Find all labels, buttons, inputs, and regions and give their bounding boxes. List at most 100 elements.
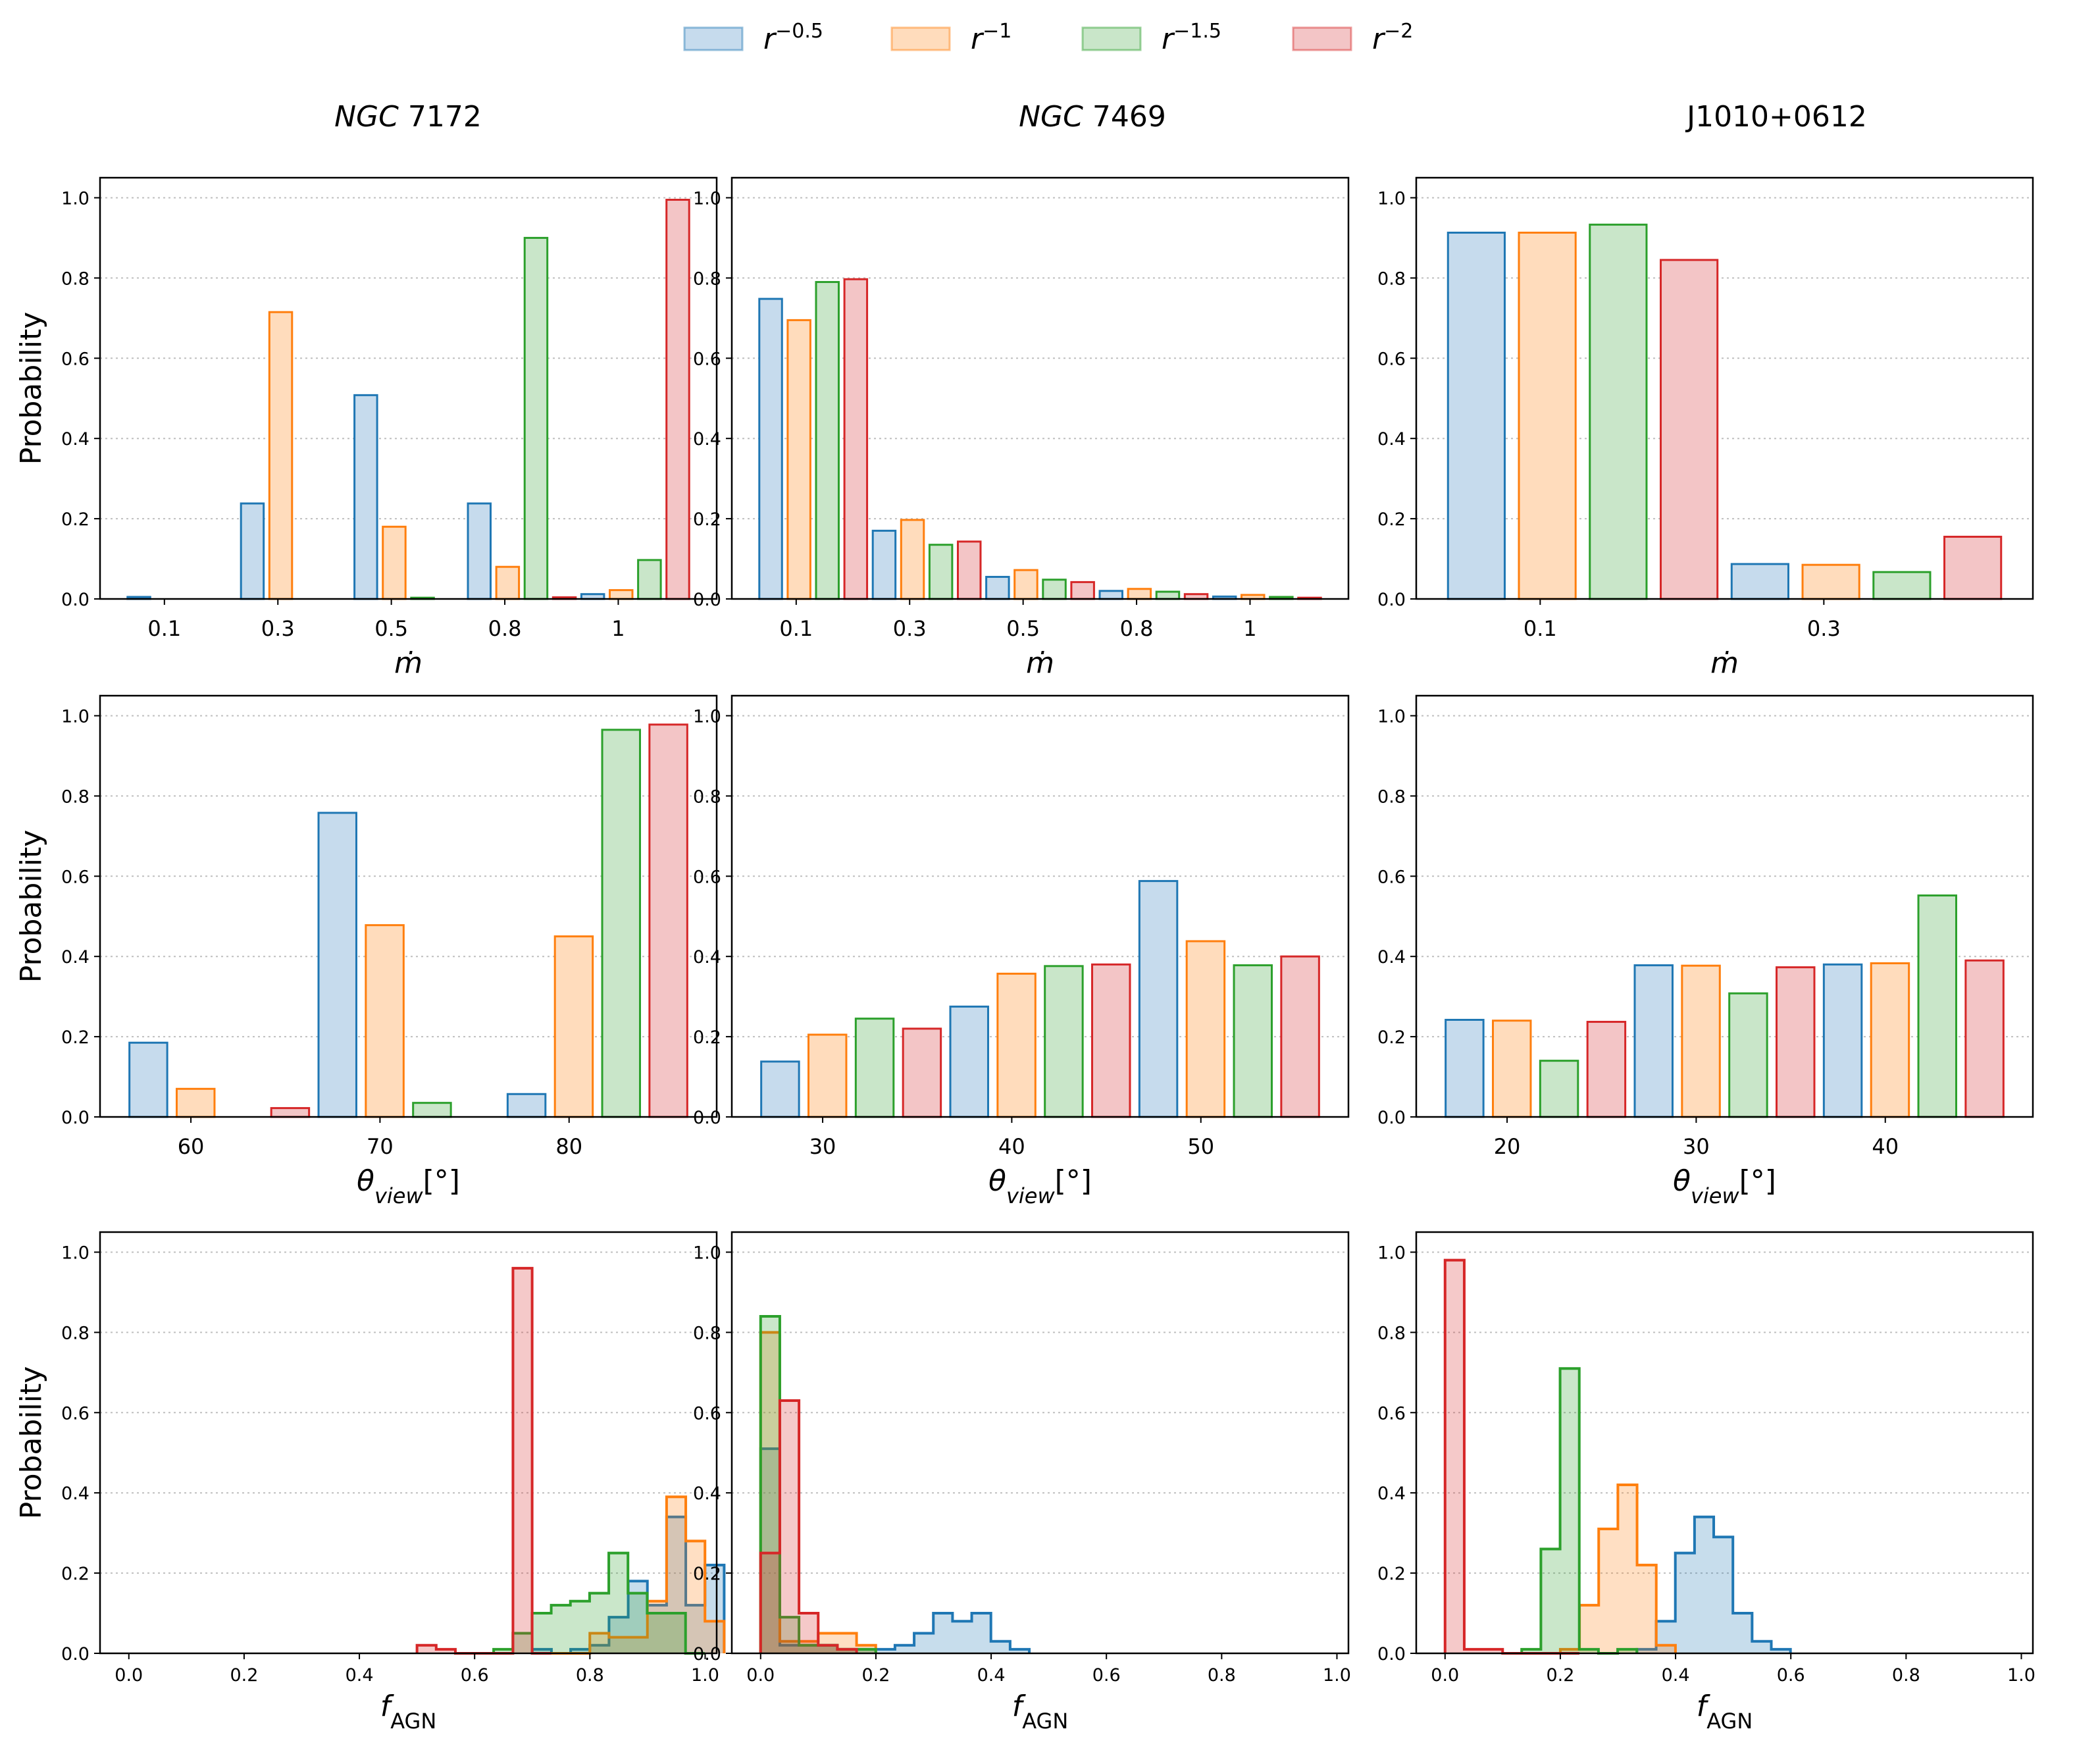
- bars: [760, 880, 1320, 1118]
- column-title: NGC 7172: [334, 100, 482, 134]
- y-tick-label: 0.2: [693, 1027, 721, 1048]
- column-titles: NGC 7172 NGC 7469 J1010+0612: [334, 100, 1867, 134]
- y-tick-label: 0.2: [693, 509, 721, 530]
- bar: [353, 394, 378, 600]
- y-tick-label: 0.6: [61, 867, 90, 887]
- bar: [553, 935, 594, 1118]
- bar: [985, 575, 1010, 600]
- histogram-step: [415, 1266, 551, 1655]
- x-tick-label: 0.1: [147, 616, 181, 641]
- bar: [1964, 959, 2005, 1118]
- bar: [760, 1060, 800, 1118]
- legend: r−0.5 r−1 r−1.5 r−2: [683, 20, 1413, 57]
- histogram-fill: [760, 1316, 876, 1653]
- x-tick-label: 1: [611, 616, 625, 641]
- bar: [268, 311, 294, 600]
- x-tick-label: 60: [178, 1134, 205, 1159]
- histogram-fill: [494, 1553, 705, 1653]
- x-tick-label: 0.0: [1431, 1665, 1459, 1686]
- bar: [523, 236, 549, 600]
- y-tick-label: 0.0: [693, 1108, 721, 1128]
- y-tick-label: 0.8: [1377, 269, 1406, 289]
- bars: [126, 199, 690, 600]
- histogram-step: [759, 1315, 877, 1653]
- x-tick-label: 1.0: [691, 1665, 719, 1686]
- y-tick-label: 1.0: [1377, 706, 1406, 727]
- legend-item: r−1.5: [1081, 20, 1221, 56]
- axes-frame: [1415, 176, 2034, 600]
- bar: [467, 502, 492, 600]
- legend-label: r−2: [1372, 20, 1413, 57]
- legend-item: r−0.5: [683, 20, 823, 56]
- x-tick-label: 0.3: [1807, 616, 1841, 641]
- y-tick-label: 0.6: [693, 1403, 721, 1424]
- x-tick-label: 1: [1243, 616, 1256, 641]
- bar: [176, 1087, 216, 1118]
- bar: [128, 1041, 168, 1118]
- x-tick-label: 1.0: [2007, 1665, 2036, 1686]
- y-tick-label: 0.8: [1377, 1323, 1406, 1343]
- x-tick-label: 40: [998, 1134, 1025, 1159]
- histogram-step: [1520, 1367, 1639, 1655]
- column-title: J1010+0612: [1685, 100, 1867, 134]
- y-tick-label: 1.0: [61, 706, 90, 727]
- bar: [1681, 964, 1721, 1118]
- x-tick-label: 70: [367, 1134, 394, 1159]
- y-tick-label: 0.8: [61, 1323, 90, 1343]
- bar: [382, 525, 407, 600]
- x-tick-label: 0.5: [1006, 616, 1040, 641]
- bar: [1586, 1021, 1627, 1118]
- x-tick-label: 50: [1187, 1134, 1214, 1159]
- x-tick-label: 0.3: [261, 616, 295, 641]
- x-tick-label: 0.8: [576, 1665, 604, 1686]
- y-axis-label: Probability: [14, 1366, 48, 1520]
- y-tick-label: 1.0: [693, 188, 721, 209]
- x-tick-label: 0.6: [1092, 1665, 1121, 1686]
- x-tick-label: 0.4: [977, 1665, 1006, 1686]
- axes-frame: [99, 694, 718, 1118]
- bar: [1042, 579, 1067, 600]
- panel-grid: 0.00.20.40.60.81.00.1 0.3 0.5 0.8 1ṁ0.00.20.…: [14, 176, 2036, 1734]
- y-tick-label: 0.6: [61, 1403, 90, 1424]
- x-axis-label: θview[°]: [988, 1164, 1092, 1208]
- bar: [758, 297, 783, 600]
- chart-panel: 0.0 0.2 0.4 0.6 0.8 1.0 0.1 0.3 ṁ: [1377, 176, 2034, 680]
- bar: [412, 1102, 452, 1118]
- bar: [601, 729, 641, 1118]
- bar: [1539, 1060, 1579, 1118]
- histograms: [1443, 1258, 1792, 1655]
- chart-panel: 0.0 0.2 0.4 0.6 0.8 1.0 0.1 0.3 0.5 0.8 1 ṁ: [61, 176, 718, 680]
- histograms: [759, 1315, 1031, 1653]
- y-tick-label: 1.0: [61, 1243, 90, 1263]
- y-tick-label: 0.0: [1377, 590, 1406, 610]
- axes-frame: [730, 1231, 1350, 1655]
- x-tick-label: 0.3: [893, 616, 927, 641]
- y-tick-label: 0.4: [61, 947, 90, 968]
- bar: [240, 502, 265, 600]
- x-tick-label: 30: [809, 1134, 836, 1159]
- x-tick-label: 0.8: [1120, 616, 1154, 641]
- x-tick-label: 0.8: [1892, 1665, 1920, 1686]
- y-tick-label: 0.0: [1377, 1108, 1406, 1128]
- x-tick-label: 0.2: [1546, 1665, 1574, 1686]
- x-tick-label: 0.4: [1662, 1665, 1690, 1686]
- bar: [1070, 581, 1095, 600]
- x-tick-label: 0.1: [779, 616, 813, 641]
- bar: [1138, 880, 1179, 1118]
- bar: [665, 199, 690, 600]
- y-tick-label: 0.2: [1377, 1027, 1406, 1048]
- y-tick-label: 1.0: [693, 706, 721, 727]
- bar: [1013, 569, 1038, 600]
- y-tick-label: 1.0: [1377, 188, 1406, 209]
- y-tick-label: 0.2: [1377, 509, 1406, 530]
- y-tick-label: 0.0: [693, 590, 721, 610]
- histogram-step: [492, 1551, 705, 1655]
- y-tick-label: 0.4: [61, 1484, 90, 1504]
- bar: [928, 544, 954, 600]
- y-tick-label: 0.6: [1377, 349, 1406, 369]
- legend-item: r−1: [890, 20, 1012, 56]
- bar: [1776, 966, 1816, 1118]
